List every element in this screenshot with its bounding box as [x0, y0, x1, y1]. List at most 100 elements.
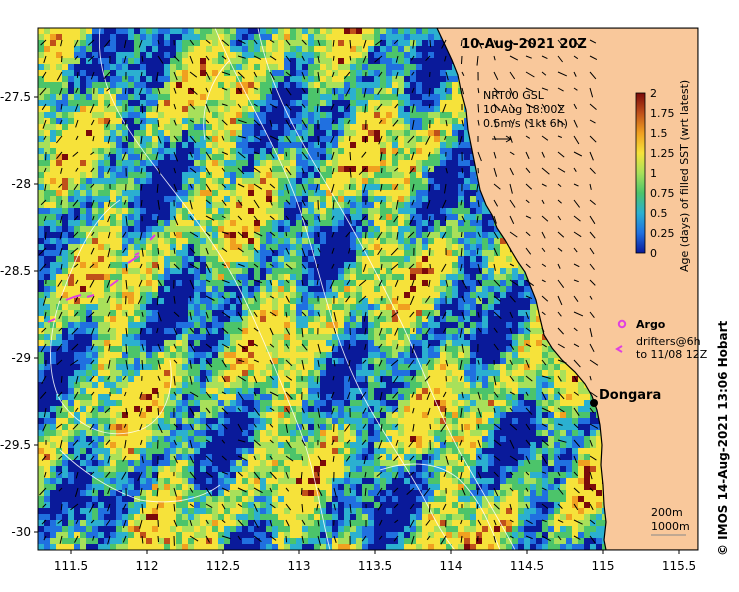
- current-vector: [73, 391, 79, 399]
- current-vector: [408, 263, 415, 270]
- current-vector: [541, 183, 547, 187]
- current-vector: [56, 151, 63, 160]
- current-vector: [269, 439, 274, 444]
- current-vector: [477, 295, 482, 302]
- current-vector: [331, 439, 335, 446]
- current-vector: [60, 503, 63, 511]
- current-vector: [221, 535, 231, 540]
- current-vector: [317, 471, 319, 477]
- current-vector: [395, 439, 399, 446]
- current-vector: [90, 343, 95, 351]
- current-vector: [173, 247, 176, 254]
- current-vector: [73, 183, 79, 191]
- current-vector: [363, 311, 367, 322]
- current-vector: [476, 215, 479, 223]
- current-vector: [493, 151, 497, 159]
- current-vector: [461, 215, 466, 223]
- current-vector: [557, 519, 564, 523]
- current-vector: [360, 391, 367, 399]
- current-vector: [557, 183, 562, 187]
- current-vector: [157, 311, 162, 322]
- current-vector: [59, 535, 63, 544]
- current-vector: [425, 135, 431, 145]
- current-vector: [73, 231, 79, 238]
- current-vector: [393, 487, 399, 493]
- current-vector: [253, 519, 259, 529]
- current-vector: [493, 455, 501, 461]
- current-vector: [40, 199, 47, 206]
- current-vector: [60, 103, 63, 110]
- current-vector: [269, 263, 274, 267]
- current-vector: [442, 503, 447, 511]
- current-vector: [395, 71, 399, 79]
- current-vector: [525, 39, 535, 45]
- current-vector: [557, 327, 564, 335]
- current-vector: [221, 231, 229, 235]
- current-vector: [173, 487, 177, 497]
- current-vector: [88, 439, 95, 446]
- current-vector: [189, 183, 193, 189]
- current-vector: [285, 39, 291, 46]
- current-vector: [429, 423, 431, 430]
- current-vector: [285, 167, 292, 176]
- current-vector: [557, 471, 561, 476]
- current-vector: [221, 407, 229, 415]
- current-vector: [589, 327, 593, 338]
- current-vector: [173, 327, 178, 336]
- current-vector: [285, 311, 288, 318]
- current-vector: [189, 407, 195, 416]
- current-vector: [345, 231, 351, 238]
- current-vector: [173, 359, 178, 364]
- current-vector: [60, 199, 63, 206]
- colorbar-tick: 0.5: [650, 207, 668, 220]
- current-vector: [509, 503, 512, 510]
- current-vector: [157, 407, 160, 416]
- current-vector: [425, 359, 431, 366]
- current-vector: [442, 327, 447, 334]
- current-vector: [269, 135, 280, 141]
- current-vector: [589, 519, 596, 525]
- current-vector: [509, 423, 518, 431]
- current-vector: [75, 119, 79, 128]
- current-vector: [253, 183, 263, 190]
- current-vector: [173, 503, 176, 512]
- current-vector: [411, 279, 415, 287]
- current-vector: [189, 87, 198, 95]
- current-vector: [364, 327, 367, 335]
- current-vector: [509, 311, 514, 319]
- current-vector: [301, 183, 307, 194]
- current-vector: [525, 503, 529, 510]
- current-vector: [189, 103, 196, 110]
- current-vector: [589, 343, 595, 353]
- current-vector: [108, 151, 111, 157]
- current-vector: [221, 55, 227, 60]
- current-vector: [331, 231, 335, 238]
- current-vector: [493, 423, 502, 430]
- current-vector: [253, 39, 258, 45]
- current-vector: [125, 311, 128, 317]
- current-vector: [88, 311, 95, 318]
- current-vector: [317, 407, 321, 418]
- current-vector: [460, 199, 463, 206]
- current-vector: [589, 55, 598, 61]
- current-vector: [189, 439, 193, 449]
- current-vector: [476, 183, 479, 193]
- current-vector: [105, 519, 111, 526]
- current-vector: [317, 71, 320, 82]
- current-vector: [139, 327, 143, 335]
- current-vector: [221, 311, 231, 319]
- current-vector: [541, 55, 548, 60]
- current-vector: [301, 279, 304, 286]
- current-vector: [396, 87, 399, 97]
- current-vector: [380, 151, 383, 162]
- current-vector: [317, 231, 319, 238]
- current-vector: [573, 55, 579, 60]
- current-vector: [140, 119, 143, 125]
- current-vector: [74, 407, 79, 412]
- current-vector: [509, 359, 513, 366]
- current-vector: [173, 215, 179, 226]
- current-vector: [42, 503, 47, 508]
- current-vector: [394, 519, 399, 524]
- current-vector: [509, 247, 512, 253]
- current-vector: [269, 407, 275, 412]
